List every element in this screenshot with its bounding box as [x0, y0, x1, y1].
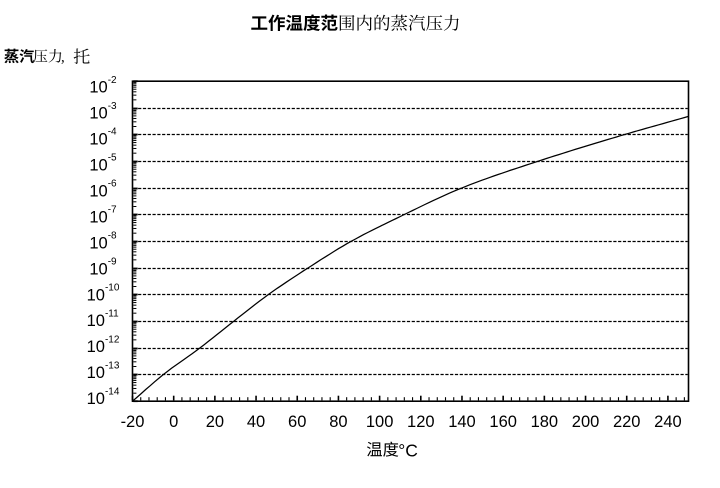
svg-text:-14: -14 — [105, 386, 120, 397]
svg-text:-2: -2 — [108, 75, 117, 86]
svg-text:-5: -5 — [108, 153, 117, 164]
svg-text:140: 140 — [448, 413, 476, 431]
svg-text:,: , — [61, 50, 65, 66]
svg-text:10: 10 — [89, 130, 107, 148]
svg-text:10: 10 — [89, 79, 107, 97]
svg-text:10: 10 — [87, 286, 105, 304]
svg-text:-7: -7 — [108, 205, 117, 216]
svg-text:-3: -3 — [108, 101, 117, 112]
svg-text:100: 100 — [366, 413, 394, 431]
svg-text:-20: -20 — [121, 413, 145, 431]
svg-text:160: 160 — [489, 413, 517, 431]
svg-text:180: 180 — [531, 413, 559, 431]
svg-text:-9: -9 — [108, 257, 117, 268]
svg-text:200: 200 — [572, 413, 600, 431]
svg-text:120: 120 — [407, 413, 435, 431]
svg-text:10: 10 — [87, 338, 105, 356]
svg-text:40: 40 — [247, 413, 265, 431]
svg-text:10: 10 — [87, 312, 105, 330]
svg-text:10: 10 — [89, 234, 107, 252]
svg-text:10: 10 — [89, 104, 107, 122]
svg-text:20: 20 — [206, 413, 224, 431]
svg-text:60: 60 — [288, 413, 306, 431]
svg-text:-6: -6 — [108, 179, 117, 190]
svg-text:10: 10 — [89, 156, 107, 174]
svg-text:-12: -12 — [105, 335, 120, 346]
svg-text:10: 10 — [89, 260, 107, 278]
svg-text:-13: -13 — [105, 360, 120, 371]
svg-text:10: 10 — [87, 390, 105, 408]
svg-text:-8: -8 — [108, 231, 117, 242]
svg-text:240: 240 — [654, 413, 682, 431]
svg-text:220: 220 — [613, 413, 641, 431]
svg-text:10: 10 — [87, 364, 105, 382]
svg-text:-10: -10 — [105, 283, 120, 294]
svg-text:-11: -11 — [105, 309, 119, 320]
svg-text:-4: -4 — [108, 127, 117, 138]
svg-text:10: 10 — [89, 182, 107, 200]
svg-text:°C: °C — [398, 440, 418, 460]
svg-text:10: 10 — [89, 208, 107, 226]
svg-text:0: 0 — [169, 413, 178, 431]
svg-text:80: 80 — [329, 413, 347, 431]
